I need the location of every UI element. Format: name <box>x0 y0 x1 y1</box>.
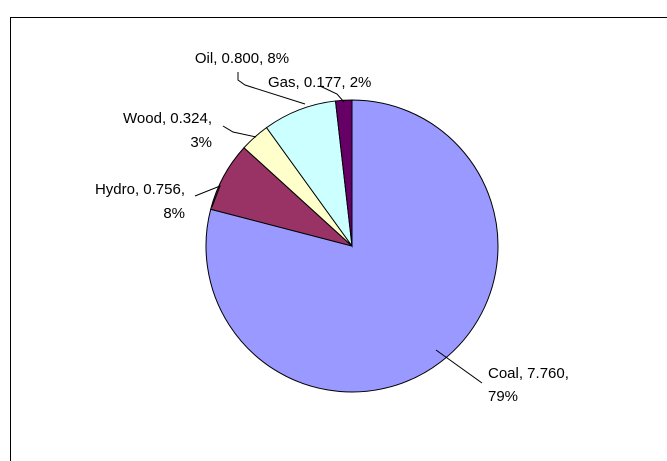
pie-slices <box>205 99 499 393</box>
data-label-line: Hydro, 0.756, <box>95 181 185 198</box>
leader-line-hydro <box>194 185 221 208</box>
pie-slice-gas <box>334 99 353 247</box>
data-label-coal: Coal, 7.760, 79% <box>488 365 569 405</box>
data-label-oil: Oil, 0.800, 8% <box>195 50 289 67</box>
label-leader-lines <box>194 72 483 384</box>
leader-line-wood <box>222 125 257 138</box>
data-label-line: Coal, 7.760, <box>488 365 569 382</box>
data-label-gas: Gas, 0.177, 2% <box>268 74 371 91</box>
leader-line-coal <box>435 349 483 384</box>
data-labels: Coal, 7.760, 79% Hydro, 0.756, 8% Wood, 0.32… <box>95 50 569 405</box>
data-label-line: Oil, 0.800, 8% <box>195 50 289 67</box>
data-label-wood: Wood, 0.324, 3% <box>123 110 212 151</box>
leader-line-gas <box>319 85 345 103</box>
leader-line-oil <box>237 72 306 105</box>
data-label-line: Wood, 0.324, <box>123 110 212 127</box>
data-label-line: 8% <box>163 205 185 222</box>
data-label-line: 79% <box>488 388 518 405</box>
data-label-line: Gas, 0.177, 2% <box>268 74 371 91</box>
data-label-line: 3% <box>190 134 212 151</box>
data-label-hydro: Hydro, 0.756, 8% <box>95 181 185 222</box>
